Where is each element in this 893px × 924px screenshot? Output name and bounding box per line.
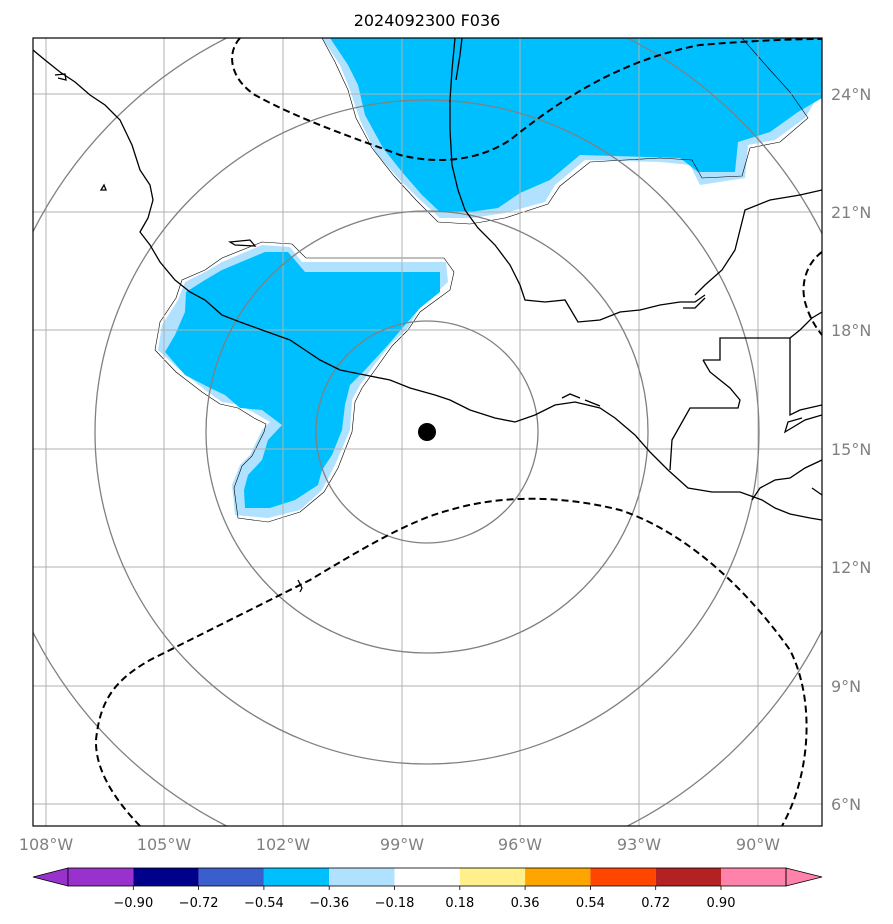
colorbar-label: 0.90 [707,896,736,911]
colorbar-swatch [198,868,264,886]
colorbar-swatch [329,868,395,886]
lon-label: 102°W [256,835,311,854]
colorbar-extend-high [785,867,823,887]
lat-label: 6°N [831,795,861,814]
colorbar-label: −0.36 [309,896,349,911]
lon-label: 90°W [736,835,780,854]
colorbar-swatch [590,868,656,886]
longitude-labels: 108°W 105°W 102°W 99°W 96°W 93°W 90°W [19,835,780,854]
colorbar-label: 0.18 [445,896,474,911]
lat-label: 21°N [831,203,871,222]
colorbar: −0.90 −0.72 −0.54 −0.36 −0.18 0.18 0.36 … [32,867,823,911]
colorbar-label: −0.72 [179,896,219,911]
dashed-contours [94,38,822,826]
colorbar-label: −0.18 [375,896,415,911]
contour-lines [154,38,809,523]
lon-label: 108°W [19,835,74,854]
lat-label: 24°N [831,85,871,104]
colorbar-swatch [133,868,199,886]
colorbar-swatch [525,868,591,886]
shaded-region-west [158,245,448,518]
colorbar-ticks [132,886,722,890]
colorbar-swatch [655,868,721,886]
lon-label: 99°W [380,835,424,854]
lat-label: 15°N [831,440,871,459]
lat-label: 12°N [831,558,871,577]
colorbar-extend-low [32,867,69,887]
colorbar-label: −0.90 [113,896,153,911]
colorbar-label: −0.54 [244,896,284,911]
lat-label: 18°N [831,321,871,340]
coastlines [33,38,822,593]
colorbar-swatch [459,868,526,886]
lon-label: 105°W [137,835,192,854]
colorbar-label: 0.54 [576,896,605,911]
colorbar-swatch [394,868,460,886]
map-frame [32,37,823,827]
colorbar-swatch [68,868,134,886]
range-rings [33,38,822,826]
storm-center-marker [418,423,436,441]
lon-label: 93°W [617,835,661,854]
map-content [33,38,822,826]
colorbar-label: 0.72 [641,896,670,911]
colorbar-swatch [721,868,786,886]
colorbar-label: 0.36 [511,896,540,911]
latitude-labels: 6°N 9°N 12°N 15°N 18°N 21°N 24°N [831,85,871,814]
graticule [33,38,822,826]
colorbar-swatch [263,868,330,886]
lat-label: 9°N [831,677,861,696]
map-title: 2024092300 F036 [354,11,501,30]
lon-label: 96°W [498,835,542,854]
colorbar-frame [67,867,787,887]
